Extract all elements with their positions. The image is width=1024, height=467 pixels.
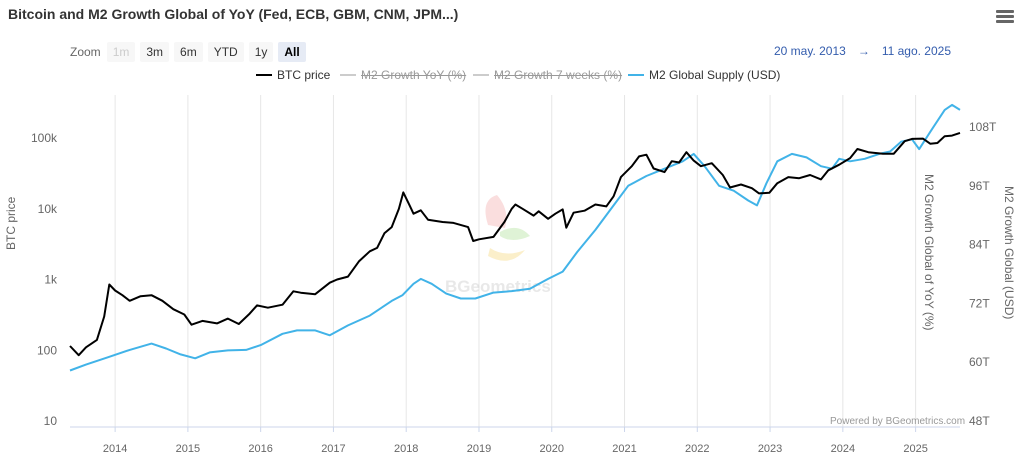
series-line-m2-global-supply[interactable] — [69, 103, 961, 372]
x-tick-label-2016: 2016 — [248, 443, 272, 455]
y-axis-right: 48T 60T 72T 84T 96T 108T — [969, 120, 997, 428]
zoom-label: Zoom — [70, 45, 101, 59]
range-from-input[interactable]: 20 may. 2013 — [774, 44, 846, 58]
x-tick-label-2015: 2015 — [176, 443, 200, 455]
x-axis: 2014 2015 2016 2017 2018 2019 2020 2021 2022 2023… — [103, 427, 928, 455]
y-axis-right2-title: M2 Growth Global (USD) — [1002, 186, 1016, 320]
legend-item-m2-global-supply[interactable]: M2 Global Supply (USD) — [628, 68, 780, 82]
legend-btc-label: BTC price — [277, 68, 331, 82]
legend-item-btc-price[interactable]: BTC price — [256, 68, 330, 82]
zoom-selector: Zoom 1m 3m 6m YTD 1y All — [70, 42, 311, 62]
x-tick-label-2023: 2023 — [758, 443, 782, 455]
chart-title: Bitcoin and M2 Growth Global of YoY (Fed… — [8, 6, 459, 22]
y-axis-left-title: BTC price — [4, 196, 18, 250]
zoom-all-button[interactable]: All — [278, 42, 306, 62]
y-right-tick-96T: 96T — [969, 179, 990, 193]
watermark-logo-icon — [485, 195, 507, 228]
legend-m2-7w-swatch — [473, 74, 489, 76]
x-tick-label-2014: 2014 — [103, 443, 127, 455]
legend-m2-yoy-swatch — [340, 74, 356, 76]
y-left-tick-10k: 10k — [38, 202, 58, 216]
y-right-tick-48T: 48T — [969, 414, 990, 428]
legend: BTC price M2 Growth YoY (%) M2 Growth 7 … — [0, 68, 1024, 86]
zoom-1m-button[interactable]: 1m — [106, 42, 136, 62]
legend-btc-swatch — [256, 74, 272, 76]
y-right-tick-108T: 108T — [969, 120, 997, 134]
y-right-tick-72T: 72T — [969, 296, 990, 310]
zoom-ytd-button[interactable]: YTD — [207, 42, 244, 62]
x-tick-label-2019: 2019 — [467, 443, 491, 455]
credits-link[interactable]: Powered by BGeometrics.com — [830, 416, 966, 427]
x-tick-label-2020: 2020 — [540, 443, 564, 455]
y-right-tick-60T: 60T — [969, 355, 990, 369]
x-tick-label-2024: 2024 — [831, 443, 855, 455]
series-line-btc-price[interactable] — [69, 131, 961, 357]
date-range: 20 may. 2013 → 11 ago. 2025 — [768, 44, 957, 58]
x-tick-label-2021: 2021 — [612, 443, 636, 455]
x-tick-label-2017: 2017 — [321, 443, 345, 455]
x-tick-label-2025: 2025 — [903, 443, 927, 455]
watermark: BGeometrics — [445, 195, 551, 296]
legend-m2-supply-swatch — [628, 74, 644, 76]
y-left-tick-100k: 100k — [31, 131, 58, 145]
x-tick-label-2018: 2018 — [394, 443, 418, 455]
legend-m2-7w-label: M2 Growth 7 weeks (%) — [494, 68, 623, 82]
x-tick-label-2022: 2022 — [685, 443, 709, 455]
y-axis-right1-title: M2 Growth Global of YoY (%) — [922, 174, 936, 331]
grid-lines — [114, 95, 917, 427]
legend-item-m2-growth-7w[interactable]: M2 Growth 7 weeks (%) — [473, 68, 622, 82]
y-left-tick-10: 10 — [44, 414, 58, 428]
y-axis-left: 10 100 1k 10k 100k — [31, 131, 58, 428]
range-to-input[interactable]: 11 ago. 2025 — [881, 44, 952, 58]
zoom-3m-button[interactable]: 3m — [140, 42, 170, 62]
range-arrow-icon: → — [857, 44, 870, 58]
series-group — [69, 103, 961, 372]
hamburger-menu-icon[interactable] — [996, 10, 1014, 24]
watermark-text: BGeometrics — [445, 277, 551, 296]
y-left-tick-1k: 1k — [44, 273, 58, 287]
zoom-1y-button[interactable]: 1y — [248, 42, 274, 62]
zoom-6m-button[interactable]: 6m — [174, 42, 203, 62]
y-right-tick-84T: 84T — [969, 238, 990, 252]
y-left-tick-100: 100 — [37, 343, 57, 357]
legend-m2-supply-label: M2 Global Supply (USD) — [649, 68, 781, 82]
legend-item-m2-growth-yoy[interactable]: M2 Growth YoY (%) — [340, 68, 466, 82]
legend-m2-yoy-label: M2 Growth YoY (%) — [361, 68, 467, 82]
